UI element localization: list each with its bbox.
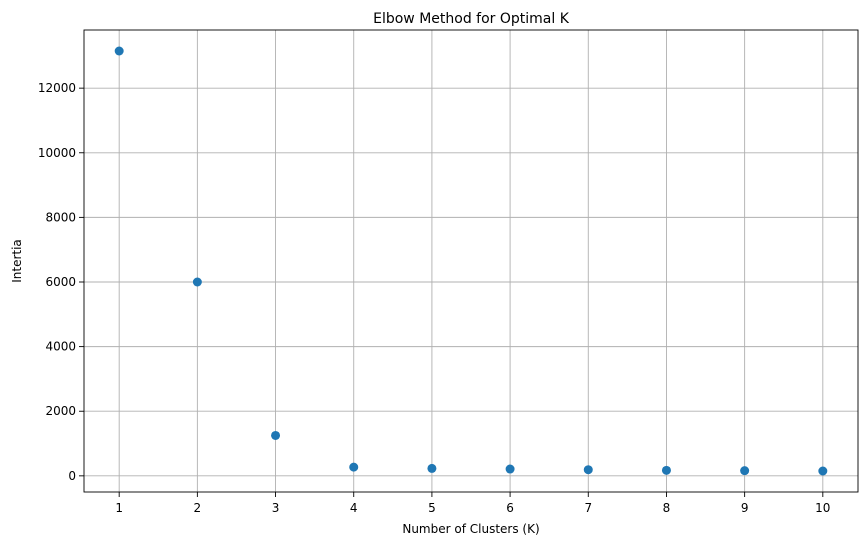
y-tick-label: 2000 [45, 404, 76, 418]
data-point [114, 46, 124, 56]
data-point [740, 466, 750, 476]
grid [84, 30, 858, 492]
plot-frame [83, 29, 859, 493]
x-tick-label: 4 [350, 501, 358, 515]
x-tick-label: 1 [115, 501, 123, 515]
y-tick-label: 0 [68, 469, 76, 483]
x-tick-label: 3 [272, 501, 280, 515]
x-tick-label: 6 [506, 501, 514, 515]
y-tick-label: 12000 [38, 81, 76, 95]
y-tick-label: 4000 [45, 340, 76, 354]
data-point [271, 430, 281, 440]
y-tick-label: 6000 [45, 275, 76, 289]
x-tick-label: 5 [428, 501, 436, 515]
x-tick-label: 10 [815, 501, 830, 515]
x-tick-label: 9 [741, 501, 749, 515]
y-ticks: 0 2000 4000 6000 8000 10000 12000 [38, 81, 84, 483]
data-point [661, 465, 671, 475]
data-point [818, 466, 828, 476]
y-tick-label: 10000 [38, 146, 76, 160]
x-ticks: 1 2 3 4 5 6 7 8 9 10 [115, 492, 830, 515]
data-point [583, 465, 593, 475]
y-tick-label: 8000 [45, 210, 76, 224]
x-tick-label: 8 [663, 501, 671, 515]
data-point [349, 462, 359, 472]
points [114, 46, 828, 476]
y-axis-label: Intertia [10, 239, 24, 283]
x-tick-label: 7 [584, 501, 592, 515]
data-point [192, 277, 202, 287]
data-point [505, 464, 515, 474]
data-point [427, 463, 437, 473]
chart-title: Elbow Method for Optimal K [373, 11, 570, 27]
x-tick-label: 2 [194, 501, 202, 515]
x-axis-label: Number of Clusters (K) [402, 522, 539, 536]
